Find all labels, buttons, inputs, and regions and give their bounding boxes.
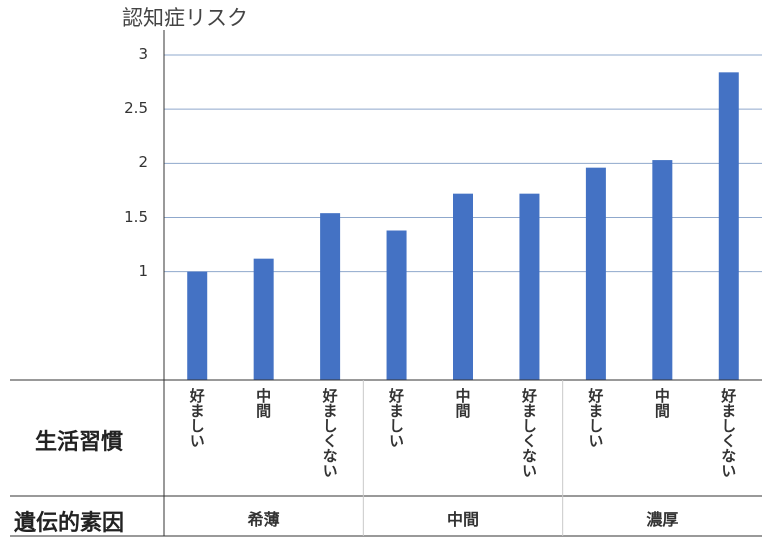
bar <box>320 213 341 380</box>
category-label: 中間 <box>652 388 671 418</box>
bar <box>652 160 673 380</box>
category-label: 好ましい <box>187 388 206 448</box>
category-label: 中間 <box>254 388 273 418</box>
group-label: 希薄 <box>247 510 280 529</box>
bar <box>253 258 274 380</box>
group-label: 中間 <box>446 510 479 529</box>
bar <box>718 72 739 380</box>
bar <box>585 167 606 380</box>
y-tick-label: 2.5 <box>124 99 148 118</box>
category-label: 好ましくない <box>320 388 339 478</box>
y-axis-label: 認知症リスク <box>122 6 248 30</box>
table-frame <box>10 30 762 537</box>
category-label: 好ましくない <box>519 388 538 478</box>
bar <box>453 193 473 380</box>
y-tick-label: 2 <box>138 153 148 172</box>
category-label: 中間 <box>453 388 472 418</box>
bar <box>187 271 208 380</box>
row-header-genetic: 遺伝的素因 <box>14 511 125 536</box>
category-label: 好ましい <box>586 388 605 448</box>
row-header-lifestyle: 生活習慣 <box>35 430 124 455</box>
category-label: 好ましい <box>387 388 406 448</box>
bar <box>519 193 540 380</box>
group-label: 濃厚 <box>646 510 679 529</box>
y-tick-label: 1.5 <box>124 207 148 226</box>
category-label: 好ましくない <box>719 388 738 478</box>
bar <box>386 230 407 380</box>
y-tick-label: 1 <box>138 261 148 280</box>
y-tick-label: 3 <box>138 45 148 63</box>
bars <box>187 72 739 380</box>
